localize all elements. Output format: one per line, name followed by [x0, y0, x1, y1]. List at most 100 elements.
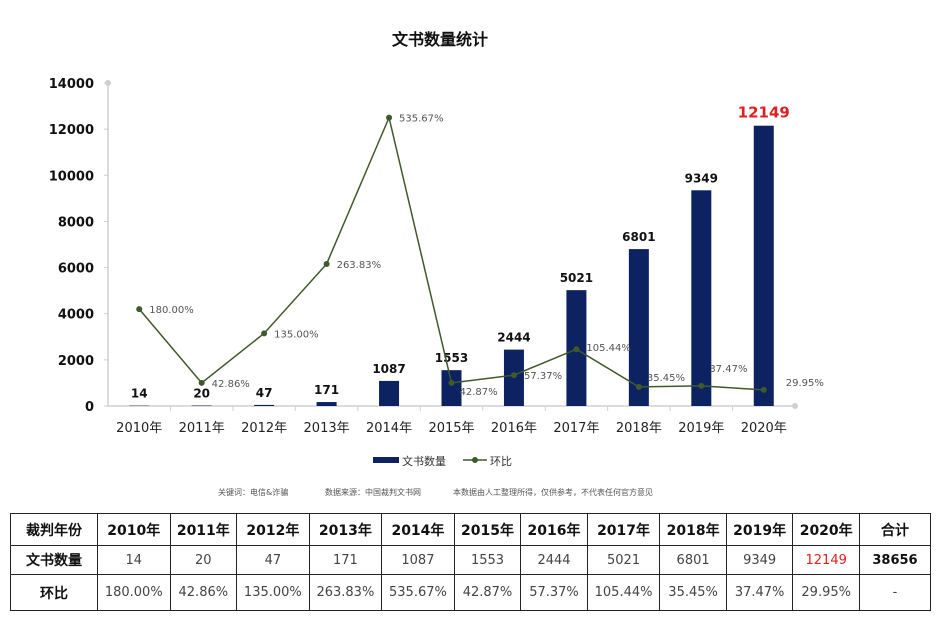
table-cell: 2010年 [97, 513, 171, 546]
table-cell: 135.00% [236, 574, 310, 611]
bar-data-label: 14 [131, 387, 148, 401]
table-cell: 2019年 [725, 513, 794, 546]
ratio-point [573, 346, 580, 353]
row-label: 文书数量 [10, 545, 98, 575]
bar-data-label: 12149 [738, 104, 790, 122]
table-cell: 2013年 [308, 513, 383, 546]
table-cell: 2015年 [453, 513, 522, 546]
ratio-point [198, 379, 205, 386]
table-cell: 29.95% [792, 574, 860, 611]
ratio-data-label: 29.95% [786, 378, 824, 389]
table-cell: 535.67% [381, 574, 455, 611]
table-cell: - [859, 574, 931, 611]
chart: 文书数量统计 0 2000 4000 6000 8000 10000 12000 14000 20… [49, 30, 824, 468]
table-cell: 14 [97, 545, 171, 575]
ratio-point [323, 260, 330, 267]
legend-line-marker [472, 457, 478, 463]
ratio-data-label: 105.44% [586, 343, 631, 354]
table-cell: 2020年 [792, 513, 860, 546]
table-cell: 38656 [859, 545, 931, 575]
ratio-line [138, 115, 764, 391]
bar [254, 404, 275, 406]
bar [441, 370, 462, 406]
table-cell: 2018年 [659, 513, 727, 546]
bar [379, 380, 400, 406]
ratio-data-label: 263.83% [337, 260, 382, 271]
summary-table: 裁判年份 2010年 2011年 2012年 2013年 2014年 2015年 2016年 2… [10, 513, 931, 611]
table-cell: 2011年 [169, 513, 238, 546]
bar-data-label: 9349 [685, 171, 718, 185]
table-cell: 2444 [520, 545, 588, 575]
ratio-point [448, 379, 455, 386]
bar-data-label: 6801 [622, 230, 655, 244]
table-cell: 180.00% [97, 574, 171, 611]
ratio-point [760, 386, 767, 393]
table-cell: 2012年 [236, 513, 310, 546]
table-cell: 12149 [792, 545, 860, 575]
table-row-count: 文书数量 14 20 47 171 1087 1553 2444 5021 6801 9349 121… [10, 545, 931, 575]
y-tick-label: 12000 [49, 123, 94, 138]
x-tick-label: 2017年 [553, 421, 599, 436]
legend-label-ratio: 环比 [490, 455, 512, 468]
x-tick-label: 2011年 [179, 421, 225, 436]
row-label: 裁判年份 [10, 513, 98, 546]
table-cell: 2014年 [381, 513, 455, 546]
table-cell: 35.45% [659, 574, 727, 611]
bar [628, 249, 649, 406]
table-cell: 2016年 [520, 513, 588, 546]
table-row-ratio: 环比 180.00% 42.86% 135.00% 263.83% 535.67% 42.8… [10, 574, 931, 611]
bar-data-label: 20 [193, 387, 210, 401]
y-tick-label: 14000 [49, 77, 94, 92]
ratio-point [261, 330, 268, 337]
ratio-data-label: 37.47% [709, 364, 747, 375]
ratio-point [386, 114, 393, 121]
bar [753, 125, 774, 407]
footnote-disclaimer: 本数据由人工整理所得，仅供参考，不代表任何官方意见 [453, 488, 653, 497]
table-cell: 57.37% [520, 574, 588, 611]
ratio-point [136, 306, 143, 313]
table-cell: 5021 [586, 545, 661, 575]
ratio-data-label: 135.00% [274, 329, 319, 340]
x-tick-label: 2014年 [366, 421, 412, 436]
table-cell: 171 [308, 545, 383, 575]
bar-data-label: 1553 [435, 351, 468, 365]
row-label: 环比 [10, 574, 98, 611]
ratio-point [635, 383, 642, 390]
x-tick-label: 2012年 [241, 421, 287, 436]
ratio-data-label: 42.86% [212, 379, 250, 390]
table-cell: 42.86% [169, 574, 238, 611]
x-tick-label: 2019年 [678, 421, 724, 436]
bar-data-label: 2444 [497, 331, 530, 345]
table-cell: 42.87% [453, 574, 522, 611]
x-tick-label: 2010年 [116, 421, 162, 436]
bar-data-label: 47 [256, 386, 273, 400]
x-tick-label: 2020年 [741, 421, 787, 436]
table-header-row: 裁判年份 2010年 2011年 2012年 2013年 2014年 2015年 2016年 2… [10, 513, 931, 546]
footnote-keywords: 关键词：电信&诈骗 [218, 488, 289, 497]
ratio-data-label: 35.45% [647, 373, 685, 384]
legend-label-count: 文书数量 [402, 454, 446, 468]
table-cell: 1087 [381, 545, 455, 575]
ratio-data-label: 42.87% [460, 387, 498, 398]
y-tick-label: 10000 [49, 169, 94, 184]
ratio-data-label: 180.00% [149, 305, 194, 316]
table-cell: 1553 [453, 545, 522, 575]
table-cell: 6801 [659, 545, 727, 575]
y-tick-label: 4000 [58, 308, 94, 323]
bar-data-label: 1087 [372, 362, 405, 376]
x-tick-label: 2016年 [491, 421, 537, 436]
legend-bar-swatch [373, 457, 399, 463]
y-tick-label: 0 [85, 400, 94, 415]
table-cell: 9349 [725, 545, 794, 575]
x-tick-label: 2013年 [304, 421, 350, 436]
bar [691, 190, 712, 406]
table-cell: 37.47% [725, 574, 794, 611]
x-axis-end-cap [792, 403, 798, 409]
ratio-point [698, 382, 705, 389]
table-cell: 20 [169, 545, 238, 575]
ratio-data-label: 57.37% [524, 371, 562, 382]
x-tick-label: 2018年 [616, 421, 662, 436]
bar-data-label: 171 [314, 383, 339, 397]
table-cell: 47 [236, 545, 310, 575]
